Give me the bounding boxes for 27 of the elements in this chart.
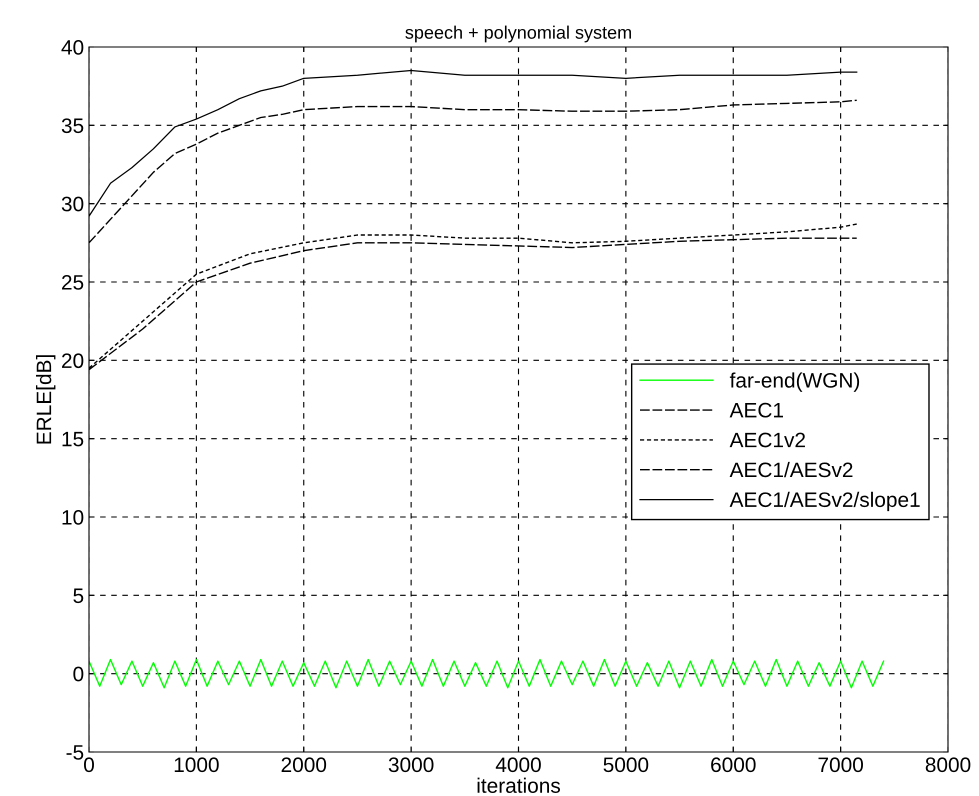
y-tick-label: 5: [73, 588, 84, 604]
x-tick-label: 5000: [604, 757, 648, 772]
y-tick-label: 20: [62, 353, 84, 368]
x-tick-label: 0: [84, 757, 94, 772]
y-tick-label: 25: [62, 275, 84, 290]
y-tick-label: 30: [62, 196, 84, 212]
y-tick-label: 35: [62, 118, 84, 134]
y-axis-title: ERLE[dB]: [36, 355, 56, 444]
y-tick-label: 10: [62, 510, 84, 525]
legend-label: AEC1/AESv2/slope1: [730, 492, 920, 512]
x-tick-label: 3000: [388, 757, 434, 772]
x-tick-label: 1000: [174, 757, 219, 772]
y-tick-label: 40: [61, 40, 84, 55]
chart-title: speech + polynomial system: [405, 26, 631, 42]
x-tick-label: 6000: [711, 757, 756, 772]
legend-label: far-end(WGN): [730, 372, 860, 392]
x-tick-label: 2000: [282, 757, 326, 772]
y-tick-label: 0: [73, 666, 84, 682]
x-axis-title: iterations: [478, 778, 560, 793]
legend-label: AEC1/AESv2: [730, 462, 852, 478]
y-tick-label: 15: [62, 432, 84, 446]
x-tick-label: 7000: [818, 757, 863, 772]
legend-label: AEC1v2: [730, 432, 805, 448]
x-tick-label: 4000: [496, 757, 541, 772]
x-tick-label: 8000: [926, 757, 970, 772]
y-tick-label: -5: [66, 745, 84, 760]
legend-label: AEC1: [730, 402, 783, 418]
